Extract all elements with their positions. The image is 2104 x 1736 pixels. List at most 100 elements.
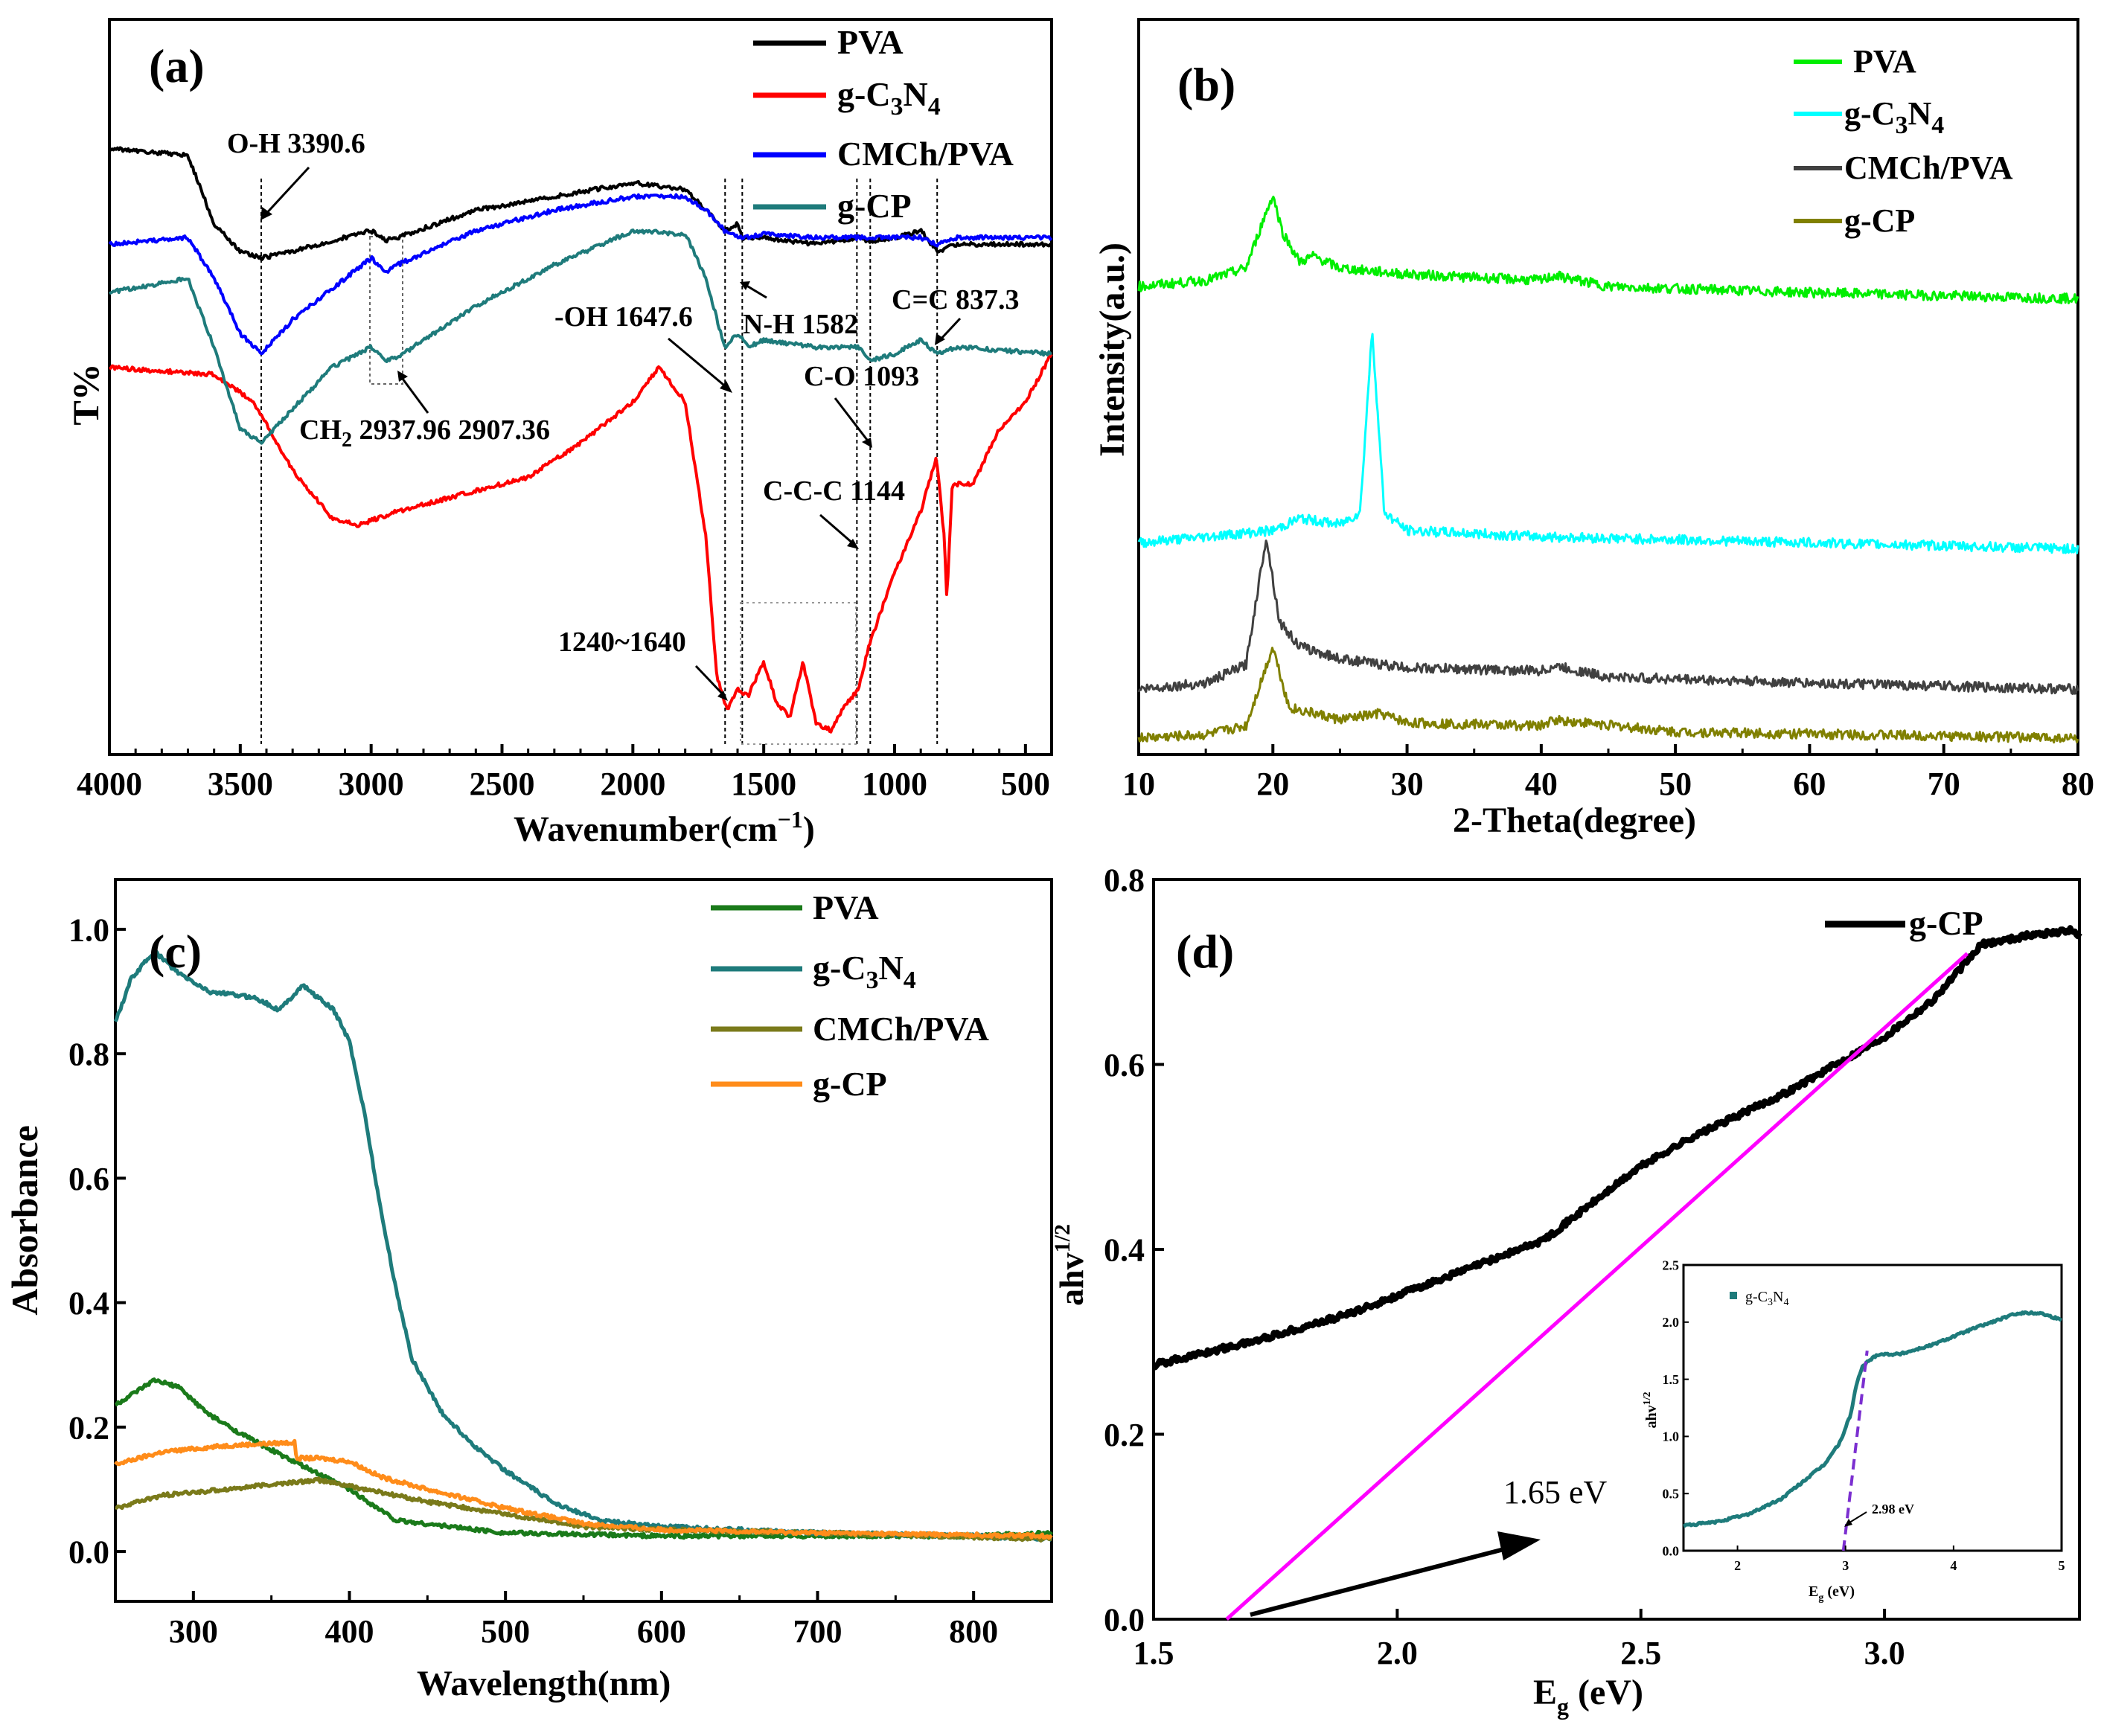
- panel-b-line-g-cp: [1137, 647, 2079, 744]
- panel-d-ytick-label: 0.4: [1104, 1231, 1145, 1268]
- arrow-bandgap: [1250, 1543, 1519, 1617]
- legend-a-label-pva: PVA: [837, 23, 904, 61]
- annotation-nh: N-H 1582: [743, 309, 858, 340]
- inset-line-g-c3n4: [1683, 1310, 2063, 1528]
- panel-d-xlabel: Eg (eV): [1533, 1673, 1643, 1720]
- inset-annotation: 2.98 eV: [1872, 1502, 1914, 1516]
- panel-d-tauc: 1.5 2.0 2.5 3.0 0.0 0.2 0.4 0.6 0.8 (d) g-CP 1.6…: [1050, 862, 2082, 1720]
- panel-c-xtick-label: 500: [481, 1613, 530, 1650]
- inset-ytick-label: 1.0: [1663, 1429, 1680, 1444]
- arrow-ccc: [819, 513, 855, 546]
- panel-d-ytick-label: 0.0: [1104, 1601, 1145, 1638]
- ch2-highlight-box: [369, 236, 403, 385]
- panel-a-annotations: O-H 3390.6 CH2 2937.96 2907.36 -OH 1647.…: [227, 128, 1020, 701]
- legend-c-label-pva: PVA: [813, 888, 879, 926]
- legend-b-label-gc3n4: g-C3N4: [1844, 95, 1944, 139]
- inset-ytick-label: 2.5: [1663, 1258, 1680, 1272]
- arrow-oh-head: [260, 207, 272, 220]
- panel-a-line-g-c3n4: [109, 353, 1053, 734]
- panel-b-xlabel: 2-Theta(degree): [1453, 801, 1696, 840]
- inset-fit-line: [1841, 1350, 1869, 1551]
- inset-ytick-label: 2.0: [1663, 1315, 1680, 1330]
- panel-c-ytick-label: 0.0: [68, 1534, 109, 1571]
- panel-d-ytick-label: 0.2: [1104, 1417, 1145, 1453]
- annotation-bandgap: 1.65 eV: [1503, 1474, 1608, 1511]
- panel-a-xlabel: Wavenumber(cm−1): [514, 806, 815, 849]
- inset-ytick-label: 1.5: [1663, 1372, 1680, 1387]
- annotation-oh: O-H 3390.6: [227, 128, 365, 159]
- inset-frame: [1682, 1263, 2063, 1552]
- arrow-ch2: [399, 375, 429, 414]
- legend-d-label-gcp: g-CP: [1909, 904, 1983, 942]
- panel-a-line-cmch-pva: [108, 193, 1053, 356]
- arrow-co: [834, 397, 871, 443]
- panel-b-xtick-label: 60: [1793, 766, 1826, 802]
- annotation-fingerprint: 1240~1640: [558, 627, 686, 658]
- panel-b-xrd: 10 20 30 40 50 60 70 80 (b) PVA g-C3N4 CMCh/PVA…: [1093, 18, 2094, 840]
- inset-legend-swatch: [1730, 1292, 1737, 1299]
- arrow-oh-1647-head: [720, 381, 732, 393]
- panel-a-reference-lines: [260, 179, 939, 744]
- panel-a-xtick-label: 4000: [77, 766, 142, 802]
- panel-b-xtick-label: 50: [1659, 766, 1692, 802]
- panel-c-xtick-label: 800: [949, 1613, 998, 1650]
- panel-c-series: [113, 949, 1054, 1543]
- panel-a-xtick-label: 3000: [339, 766, 404, 802]
- legend-b-label-cmch-pva: CMCh/PVA: [1844, 150, 2013, 186]
- panel-d-line-g-cp: [1152, 925, 2082, 1371]
- fingerprint-highlight-box: [740, 602, 857, 745]
- panel-a-legend: PVA g-C3N4 CMCh/PVA g-CP: [753, 23, 1014, 225]
- inset-xlabel: Eg (eV): [1809, 1583, 1855, 1604]
- inset-ytick-label: 0.5: [1663, 1487, 1680, 1502]
- panel-c-xtick-label: 300: [169, 1613, 218, 1650]
- arrow-nh-head: [740, 281, 750, 290]
- panel-c-xtick-label: 400: [325, 1613, 374, 1650]
- inset-arrow-head: [1844, 1519, 1852, 1527]
- panel-a-series: [108, 146, 1053, 734]
- panel-c-xtick-label: 700: [793, 1613, 842, 1650]
- inset-ylabel: ahv1/2: [1642, 1391, 1660, 1428]
- panel-b-xtick-label: 70: [1928, 766, 1960, 802]
- inset-xtick-label: 5: [2059, 1558, 2065, 1573]
- panel-b-xtick-label: 20: [1256, 766, 1289, 802]
- arrow-bandgap-head: [1497, 1531, 1541, 1560]
- arrow-cc-head: [935, 333, 945, 345]
- panel-c-xlabel: Wavelength(nm): [417, 1664, 671, 1703]
- panel-a-xtick-label: 3500: [208, 766, 273, 802]
- panel-b-x-ticks: 10 20 30 40 50 60 70 80: [1122, 744, 2094, 802]
- panel-a-ylabel: T%: [65, 363, 106, 425]
- panel-a-x-ticks: 4000 3500 3000 2500 2000 1500 1000 500: [77, 744, 1053, 802]
- panel-c-uvvis: 300 400 500 600 700 800 0.0 0.2 0.4 0.6 0.8 1.0 (c)…: [4, 878, 1054, 1703]
- panel-c-line-cmch-pva: [115, 1476, 1052, 1543]
- panel-d-xtick-label: 1.5: [1133, 1635, 1174, 1671]
- panel-b-xtick-label: 10: [1122, 766, 1155, 802]
- inset-ticks: 2 3 4 5 0.0 0.5 1.0 1.5 2.0 2.5: [1663, 1258, 2065, 1573]
- panel-a-line-g-cp: [108, 228, 1052, 445]
- panel-b-series: [1137, 195, 2079, 744]
- panel-b-ylabel: Intensity(a.u.): [1093, 243, 1132, 457]
- panel-d-xtick-label: 2.0: [1377, 1635, 1418, 1671]
- legend-b-label-pva: PVA: [1853, 43, 1916, 80]
- panel-d-series: [1152, 925, 2082, 1621]
- panel-c-ytick-label: 0.8: [68, 1037, 109, 1073]
- panel-c-xtick-label: 600: [637, 1613, 686, 1650]
- inset-series: [1683, 1310, 2063, 1551]
- panel-d-inset: 2 3 4 5 0.0 0.5 1.0 1.5 2.0 2.5 g-C3N4 2.98 eV Eg…: [1642, 1258, 2065, 1604]
- panel-d-ytick-label: 0.6: [1104, 1047, 1145, 1083]
- panel-d-ytick-label: 0.8: [1104, 862, 1145, 898]
- panel-d-ylabel: ahv1/2: [1050, 1224, 1090, 1306]
- arrow-fingerprint-head: [717, 691, 728, 701]
- panel-b-line-g-c3n4: [1137, 333, 2079, 554]
- legend-c-label-gc3n4: g-C3N4: [813, 949, 916, 994]
- legend-c-label-gcp: g-CP: [813, 1065, 887, 1103]
- panel-c-label: (c): [149, 925, 202, 978]
- arrow-oh: [263, 166, 310, 217]
- inset-xtick-label: 3: [1842, 1558, 1849, 1573]
- annotation-ch2: CH2 2937.96 2907.36: [299, 414, 550, 452]
- panel-d-xtick-label: 2.5: [1620, 1635, 1661, 1671]
- annotation-ccc: C-C-C 1144: [763, 475, 905, 507]
- panel-b-legend: PVA g-C3N4 CMCh/PVA g-CP: [1794, 43, 2013, 239]
- panel-a-xtick-label: 2500: [470, 766, 535, 802]
- panel-b-xtick-label: 40: [1525, 766, 1558, 802]
